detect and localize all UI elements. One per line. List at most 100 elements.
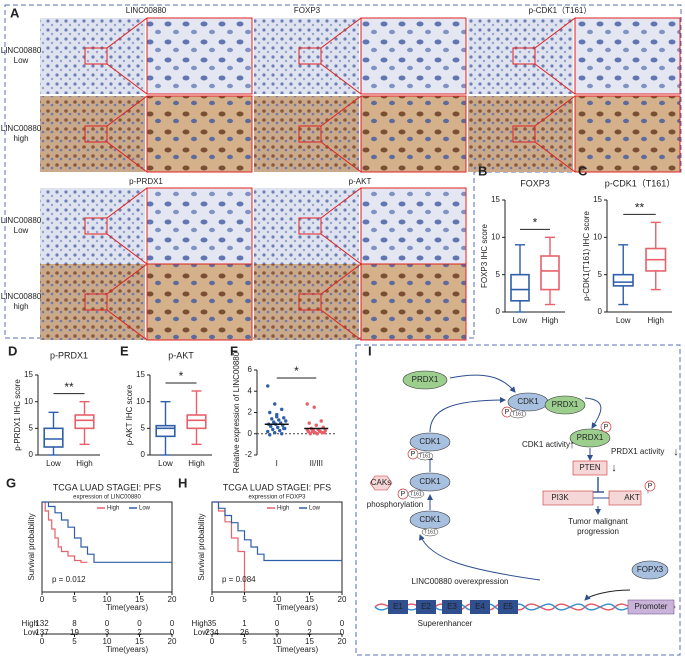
box [74,414,95,430]
row-label: LINC00880 [1,216,42,225]
zoom-line [534,95,576,127]
diagram-text: CDK1 [517,397,539,406]
legend-label: Low [139,506,151,512]
zoom-line [320,17,362,49]
row-label: Low [14,56,29,65]
y-tick-label: 4 [248,386,253,395]
risk-count: 0 [105,619,110,628]
survival-curve [42,501,88,563]
zoom-line [320,187,362,219]
x-tick-label: 0 [210,595,215,604]
ihc-zoom [361,18,466,94]
y-tick-label: 0 [496,307,501,316]
point [284,419,288,423]
point [282,416,286,420]
diagram-text: ↓ [611,462,617,474]
x-axis-label: Time(years) [276,645,319,654]
x-tick-label: High [188,459,204,468]
ihc-image [254,188,359,264]
zoom-box [84,293,108,311]
risk-count: 8 [72,619,77,628]
chart-title: p-CDK1（T161） [605,178,676,188]
zoom-box [298,125,322,143]
zoom-box [84,47,108,65]
zoom-frame [574,95,681,173]
ihc-zoom [147,264,252,340]
exon [416,600,436,614]
chart-title: FOXP3 [520,178,550,188]
y-tick-label: 6 [248,365,253,374]
zoom-frame [146,17,253,95]
point [266,429,270,434]
risk-x-tick-label: 10 [273,637,282,646]
zoom-box [84,217,108,235]
ihc-zoom [361,96,466,172]
x-axis-label: Time(years) [276,603,319,612]
risk-x-tick-label: 20 [338,637,347,646]
diagram-text: CDK1 activity [522,440,570,449]
x-tick-label: High [648,316,664,325]
point [310,429,314,434]
zoom-frame [574,17,681,95]
point [273,430,277,435]
p-value: p = 0.012 [52,575,86,584]
p-value: p = 0.084 [222,575,256,584]
risk-count: 2 [307,628,312,637]
risk-count: 137 [35,628,49,637]
protein [409,472,451,492]
panel-label: E [120,343,129,358]
risk-count: 0 [340,619,345,628]
y-tick-label: 5 [29,423,34,432]
chart-title: TCGA LUAD STAGEI: PFS [223,482,331,492]
box [612,273,634,287]
panel-label: C [578,163,588,178]
site-mark [509,409,527,419]
risk-x-tick-label: 0 [210,637,215,646]
zoom-line [534,63,576,95]
diagram-text: PRDX1 [577,433,604,442]
zoom-line [106,187,148,219]
x-tick-label: 0 [40,595,45,604]
risk-count: 0 [307,619,312,628]
chart-title: TCGA LUAD STAGEI: PFS [53,482,161,492]
diagram-text: CDK1 [419,515,441,524]
x-tick-label: Low [513,316,528,325]
phospho-label: P [604,424,609,431]
column-title: p-AKT [349,177,372,186]
zoom-line [320,141,362,173]
point [268,433,272,437]
legend-label: High [107,506,119,512]
diagram-text: AKT [624,493,640,502]
zoom-frame [360,263,467,341]
diagram-text: LINC00880 overexpression [412,577,509,586]
risk-count: 234 [205,628,219,637]
ihc-zoom [575,96,680,172]
point [322,430,326,435]
sig-label: * [179,369,184,383]
y-tick-label: 5 [496,270,501,279]
risk-count: 19 [70,628,79,637]
zoom-box [512,47,536,65]
box [155,424,176,438]
point [277,418,281,422]
diagram-text: PTEN [579,463,601,472]
zoom-box [298,217,322,235]
ihc-zoom [147,96,252,172]
ihc-image [40,96,145,172]
x-tick-label: II/III [310,459,323,468]
zoom-line [106,63,148,95]
sig-label: ** [64,380,74,394]
diagram-shapes [374,374,676,611]
point [305,402,309,406]
row-label: LINC00880 [1,292,42,301]
diagram-text: CAKs [371,478,391,487]
zoom-line [320,233,362,265]
box [43,427,64,448]
zoom-box [298,293,322,311]
zoom-line [534,17,576,49]
exon [442,600,462,614]
site-label: T161 [512,411,524,417]
point [280,407,284,412]
x-tick-label: 20 [338,595,347,604]
node-box [608,490,642,506]
